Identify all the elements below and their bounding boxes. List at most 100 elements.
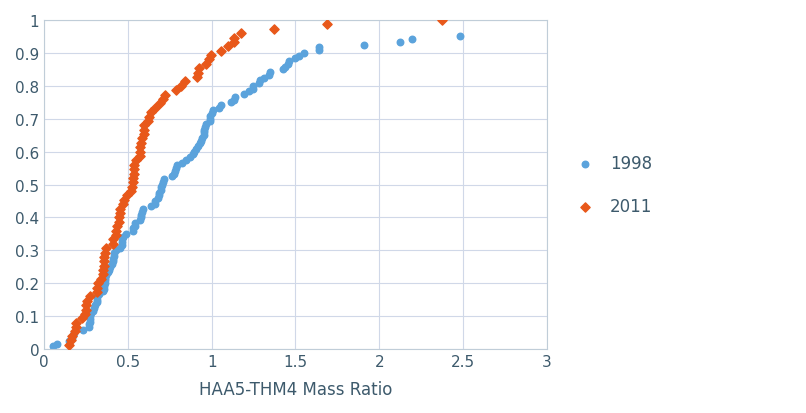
1998 xyxy=(156,179,169,185)
1998 xyxy=(68,330,81,336)
2011 xyxy=(127,171,140,178)
2011 xyxy=(192,70,205,77)
2011 xyxy=(227,40,240,46)
1998 xyxy=(106,256,119,262)
1998 xyxy=(98,275,111,281)
1998 xyxy=(281,62,294,68)
1998 xyxy=(103,264,116,271)
2011 xyxy=(170,88,183,94)
2011 xyxy=(113,219,126,225)
1998 xyxy=(561,28,574,35)
1998 xyxy=(204,116,217,123)
1998 xyxy=(90,294,103,301)
1998 xyxy=(198,124,211,131)
2011 xyxy=(114,210,127,217)
1998 xyxy=(108,253,121,259)
1998 xyxy=(191,143,204,150)
1998 xyxy=(203,119,216,126)
2011 xyxy=(76,315,89,322)
1998 xyxy=(84,310,97,317)
1998 xyxy=(276,67,289,74)
Legend: 1998, 2011: 1998, 2011 xyxy=(560,146,661,224)
1998 xyxy=(86,308,99,314)
2011 xyxy=(228,35,241,42)
1998 xyxy=(135,209,148,216)
1998 xyxy=(128,220,141,227)
1998 xyxy=(205,111,218,117)
2011 xyxy=(128,162,141,169)
1998 xyxy=(98,286,110,292)
1998 xyxy=(96,288,109,295)
2011 xyxy=(99,245,112,252)
2011 xyxy=(91,280,104,287)
1998 xyxy=(115,239,128,246)
2011 xyxy=(127,180,139,186)
1998 xyxy=(127,228,139,235)
1998 xyxy=(144,204,157,210)
1998 xyxy=(200,121,213,128)
1998 xyxy=(98,280,111,287)
1998 xyxy=(190,146,203,153)
2011 xyxy=(156,96,169,103)
2011 xyxy=(78,311,91,318)
1998 xyxy=(84,318,97,325)
1998 xyxy=(213,105,226,112)
2011 xyxy=(69,328,82,335)
1998 xyxy=(243,89,256,95)
1998 xyxy=(110,247,123,254)
2011 xyxy=(84,293,97,300)
2011 xyxy=(106,241,119,247)
2011 xyxy=(436,18,449,24)
1998 xyxy=(564,26,577,33)
2011 xyxy=(110,228,123,234)
1998 xyxy=(115,237,128,243)
2011 xyxy=(145,109,158,116)
1998 xyxy=(136,206,149,213)
2011 xyxy=(125,188,138,195)
2011 xyxy=(199,62,212,68)
1998 xyxy=(67,332,80,339)
1998 xyxy=(224,100,237,106)
2011 xyxy=(193,66,206,72)
2011 xyxy=(142,118,155,125)
1998 xyxy=(204,114,217,120)
2011 xyxy=(320,22,333,28)
1998 xyxy=(229,94,242,101)
2011 xyxy=(64,337,77,344)
1998 xyxy=(313,48,326,55)
1998 xyxy=(193,141,206,147)
2011 xyxy=(110,223,123,230)
2011 xyxy=(129,158,142,164)
1998 xyxy=(168,171,181,178)
1998 xyxy=(93,291,106,298)
1998 xyxy=(796,23,806,30)
1998 xyxy=(207,108,220,114)
2011 xyxy=(133,153,146,160)
2011 xyxy=(234,31,247,38)
1998 xyxy=(100,272,113,279)
1998 xyxy=(157,176,170,183)
1998 xyxy=(50,340,63,347)
1998 xyxy=(106,261,118,268)
2011 xyxy=(121,193,134,199)
1998 xyxy=(151,195,164,202)
1998 xyxy=(135,212,147,218)
1998 xyxy=(155,185,168,191)
1998 xyxy=(152,193,165,199)
1998 xyxy=(102,266,115,273)
1998 xyxy=(106,259,119,265)
2011 xyxy=(96,271,109,278)
1998 xyxy=(187,152,200,158)
1998 xyxy=(165,173,178,180)
1998 xyxy=(405,37,418,43)
1998 xyxy=(258,75,271,82)
1998 xyxy=(154,187,167,194)
1998 xyxy=(98,283,110,290)
1998 xyxy=(215,102,228,109)
1998 xyxy=(238,92,251,98)
1998 xyxy=(227,97,240,104)
1998 xyxy=(133,217,146,224)
2011 xyxy=(127,175,139,182)
1998 xyxy=(88,305,101,311)
1998 xyxy=(47,343,60,350)
